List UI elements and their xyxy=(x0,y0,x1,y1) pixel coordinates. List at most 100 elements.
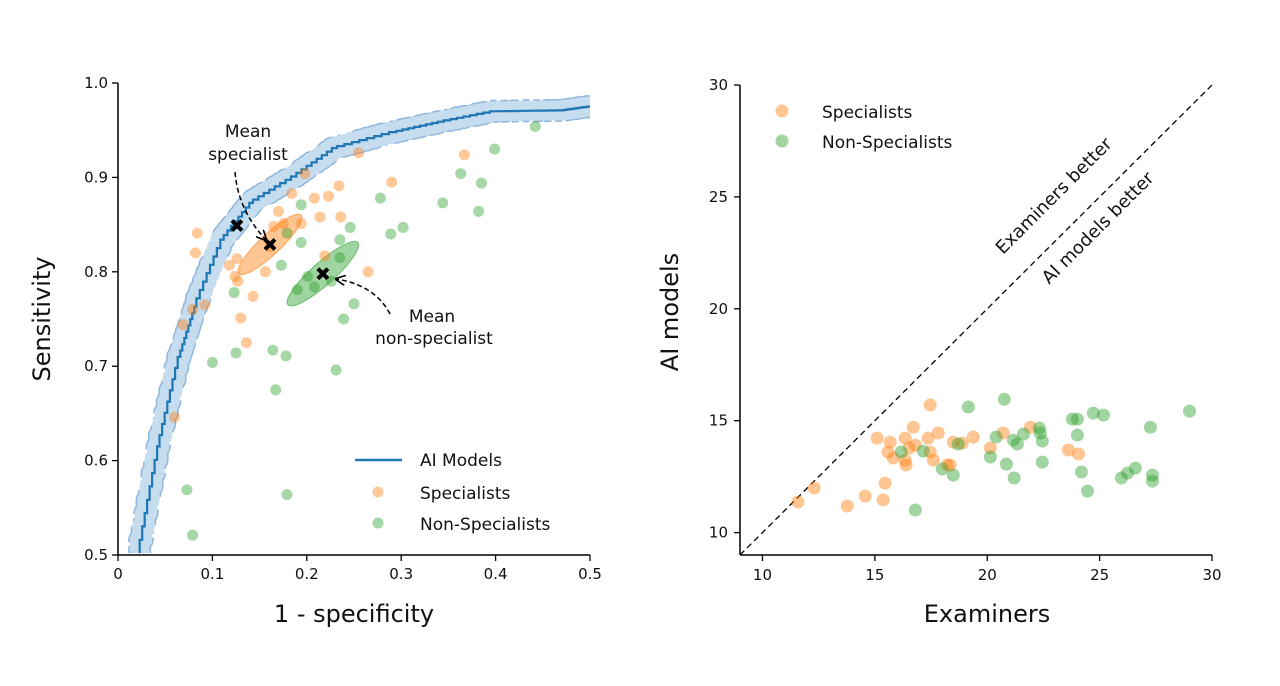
non-specialist-point xyxy=(529,120,541,132)
specialist-point xyxy=(807,481,821,495)
specialist-point xyxy=(223,259,235,271)
x-tick-label: 0.2 xyxy=(295,565,319,583)
specialist-point xyxy=(229,271,241,283)
non-specialist-point xyxy=(325,275,337,287)
x-axis-label: 1 - specificity xyxy=(274,600,434,628)
y-tick-label: 0.7 xyxy=(84,357,108,375)
specialist-point xyxy=(870,431,884,445)
specialist-point xyxy=(876,493,890,507)
specialist-point xyxy=(295,218,307,230)
legend-ai-models-label: AI Models xyxy=(420,451,502,471)
y-tick-label: 15 xyxy=(709,412,728,430)
specialist-point xyxy=(323,190,335,202)
legend-specialists-marker xyxy=(372,486,384,498)
x-tick-label: 15 xyxy=(865,566,884,584)
specialist-point xyxy=(946,435,960,449)
non-specialist-point xyxy=(908,503,922,517)
non-specialist-point xyxy=(1074,465,1088,479)
non-specialist-point xyxy=(228,287,240,299)
specialist-point xyxy=(272,205,284,217)
y-tick-label: 0.6 xyxy=(84,452,108,470)
x-axis-label: Examiners xyxy=(924,600,1050,628)
non-specialist-point xyxy=(989,430,1003,444)
legend-specialists-label: Specialists xyxy=(822,103,912,123)
specialist-point xyxy=(943,458,957,472)
roc-chart: 0 0.1 0.2 0.3 0.4 0.5 0.5 0.6 0.7 0.8 0.9 1.0 1 - sp… xyxy=(28,74,602,628)
specialist-point xyxy=(906,420,920,434)
ai-models-curve xyxy=(138,105,590,554)
specialist-point xyxy=(983,441,997,455)
specialist-point xyxy=(286,187,298,199)
specialist-point xyxy=(926,453,940,467)
specialist-point xyxy=(353,147,365,159)
legend-non-specialists-marker xyxy=(775,134,789,148)
specialist-point xyxy=(902,441,916,455)
non-specialist-point xyxy=(1065,412,1079,426)
specialist-point xyxy=(908,438,922,452)
non-specialist-point xyxy=(1006,433,1020,447)
specialist-point xyxy=(231,253,243,265)
specialist-point xyxy=(189,247,201,259)
non-specialist-point xyxy=(894,445,908,459)
non-specialist-point xyxy=(489,143,501,155)
non-specialist-point xyxy=(473,205,485,217)
non-specialist-point xyxy=(374,192,386,204)
y-axis-label: Sensitivity xyxy=(28,257,56,382)
non-specialist-point xyxy=(397,221,409,233)
mean-non-specialist-label-line2: non-specialist xyxy=(375,329,493,349)
specialist-point xyxy=(240,337,252,349)
non-specialist-point xyxy=(997,392,1011,406)
non-specialist-point xyxy=(330,364,342,376)
confidence-band-edge xyxy=(128,95,590,554)
mean-non-specialist-label-line1: Mean xyxy=(409,307,455,327)
confidence-band xyxy=(129,96,590,554)
specialist-point xyxy=(199,299,211,311)
non-specialist-point xyxy=(935,462,949,476)
non-specialist-point xyxy=(295,237,307,249)
specialist-point xyxy=(858,489,872,503)
non-specialist-point xyxy=(1114,471,1128,485)
specialist-point xyxy=(277,218,289,230)
non-specialist-point xyxy=(983,450,997,464)
y-axis-label: AI models xyxy=(656,253,684,371)
y-tick-label: 1.0 xyxy=(84,74,108,92)
specialist-point xyxy=(247,290,259,302)
non-specialist-point xyxy=(308,281,320,293)
non-specialist-point xyxy=(334,252,346,264)
specialist-point xyxy=(1023,420,1037,434)
non-specialist-point xyxy=(1032,421,1046,435)
specialist-point xyxy=(232,275,244,287)
specialist-point xyxy=(996,426,1010,440)
ai-models-mean-marker xyxy=(230,219,244,232)
specialist-point xyxy=(362,266,374,278)
y-tick-label: 0.9 xyxy=(84,168,108,186)
non-specialist-point xyxy=(187,529,199,541)
x-tick-label: 25 xyxy=(1090,566,1109,584)
specialist-point xyxy=(1061,443,1075,457)
non-specialist-point xyxy=(338,313,350,325)
specialist-point xyxy=(1071,447,1085,461)
non-specialist-point xyxy=(1033,426,1047,440)
non-specialist-point xyxy=(1143,420,1157,434)
x-tick-label: 0.1 xyxy=(200,565,224,583)
non-specialist-point xyxy=(281,227,293,239)
non-specialist-point xyxy=(961,400,975,414)
specialist-point xyxy=(458,149,470,161)
specialist-point xyxy=(177,319,189,331)
specialist-point xyxy=(966,430,980,444)
non-specialist-point xyxy=(206,356,218,368)
non-specialist-point xyxy=(348,298,360,310)
non-specialist-point xyxy=(475,177,487,189)
legend-non-specialists-marker xyxy=(372,517,384,529)
curve-group xyxy=(128,95,590,554)
non-specialist-point xyxy=(999,457,1013,471)
specialist-point xyxy=(319,250,331,262)
non-specialist-point xyxy=(270,384,282,396)
non-specialist-point xyxy=(1070,428,1084,442)
non-specialist-point xyxy=(951,437,965,451)
non-specialist-point xyxy=(916,444,930,458)
non-specialist-point xyxy=(230,347,242,359)
specialist-point xyxy=(333,180,345,192)
non-specialist-point xyxy=(437,197,449,209)
legend-non-specialists-label: Non-Specialists xyxy=(420,515,551,535)
